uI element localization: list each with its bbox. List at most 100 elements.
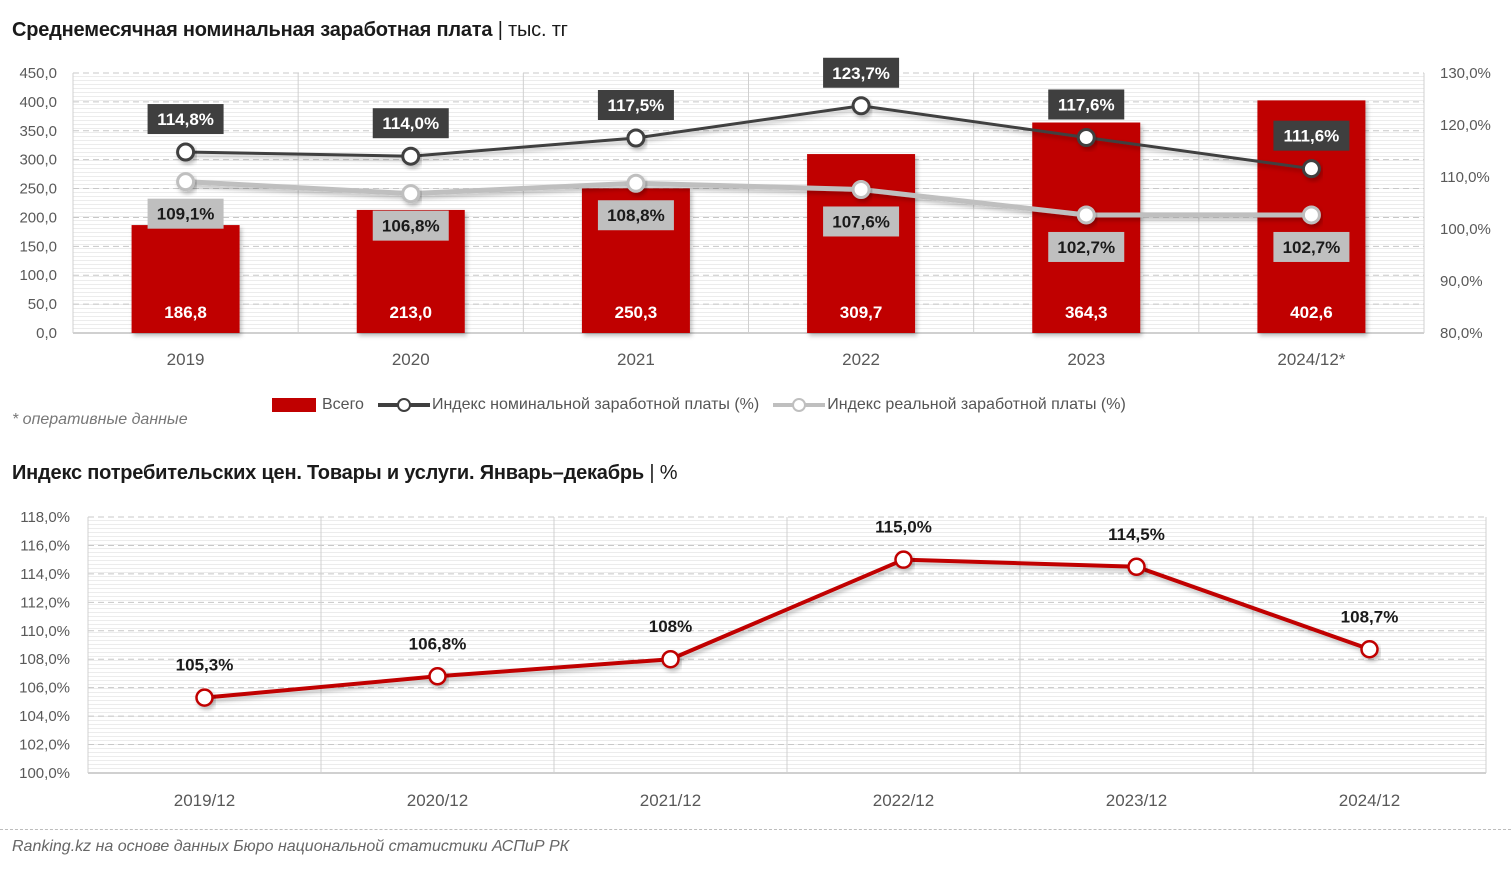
y-tick: 116,0% — [20, 537, 70, 554]
y-tick-left: 100,0 — [19, 267, 57, 284]
x-tick: 2019/12 — [174, 791, 235, 810]
real-wage-point — [401, 184, 421, 204]
y-tick-left: 350,0 — [19, 123, 57, 140]
nominal-label-box — [1048, 89, 1125, 120]
real-label: 108,8% — [607, 206, 665, 225]
x-tick: 2022/12 — [873, 791, 934, 810]
bar — [1032, 122, 1141, 333]
real-wage-point — [626, 173, 646, 193]
y-tick: 118,0% — [20, 509, 70, 526]
y-tick: 114,0% — [20, 566, 70, 583]
real-label: 107,6% — [832, 212, 890, 231]
chart2-title-text: Индекс потребительских цен. Товары и усл… — [12, 462, 644, 484]
legend-label-total: Всего — [322, 396, 364, 413]
real-label-box — [823, 206, 900, 237]
chart1-wages: 0,0 50,0 100,0 150,0 200,0 250,0 300,0 350,0 400… — [19, 57, 1491, 369]
x-tick: 2023 — [1067, 350, 1105, 369]
real-wage-point — [176, 172, 196, 192]
nominal-wage-point — [1301, 159, 1321, 179]
cpi-label: 106,8% — [409, 634, 467, 653]
y-tick-left: 300,0 — [19, 152, 57, 169]
real-label: 106,8% — [382, 217, 440, 236]
nominal-label-box — [1273, 120, 1350, 151]
cpi-point — [1360, 640, 1379, 659]
y-tick-left: 200,0 — [19, 209, 57, 226]
real-wage-point — [851, 179, 871, 199]
y-tick-left: 400,0 — [19, 94, 57, 111]
bar-label: 402,6 — [1290, 303, 1333, 322]
legend-item-real: Индекс реальной заработной платы (%) — [773, 396, 1126, 414]
real-wage-point — [1076, 205, 1096, 225]
cpi-point — [1127, 557, 1146, 577]
y-tick-left: 50,0 — [28, 296, 57, 313]
real-label-box — [147, 198, 224, 229]
nominal-wage-point — [851, 96, 871, 116]
cpi-point — [894, 550, 913, 569]
real-label-box — [1048, 231, 1125, 262]
nominal-wage-line — [185, 104, 1312, 171]
y-tick: 110,0% — [20, 623, 70, 640]
bar-label: 250,3 — [615, 303, 658, 322]
x-tick: 2022 — [842, 350, 880, 369]
nominal-wage-point — [401, 146, 421, 166]
y-tick-right: 80,0% — [1440, 325, 1483, 342]
y-tick-right: 110,0% — [1440, 169, 1490, 186]
y-tick-left: 0,0 — [36, 325, 57, 342]
nominal-label: 123,7% — [832, 64, 890, 83]
y-tick-right: 100,0% — [1440, 221, 1491, 238]
nominal-label-box — [597, 90, 674, 120]
legend-item-nominal: Индекс номинальной заработной платы (%) — [377, 396, 760, 414]
chart1-title: Среднемесячная номинальная заработная пл… — [12, 19, 568, 42]
y-tick-left: 150,0 — [19, 238, 57, 255]
cpi-label: 108,7% — [1341, 607, 1399, 626]
legend-item-total: Всего — [272, 396, 364, 414]
real-label-box — [597, 200, 674, 231]
y-tick: 104,0% — [19, 708, 70, 725]
bar-label: 309,7 — [840, 303, 883, 322]
chart1-title-unit: | тыс. тг — [497, 19, 568, 41]
nominal-wage-point — [176, 142, 196, 162]
chart1-legend: Всего Индекс номинальной заработной плат… — [272, 396, 1140, 414]
x-tick: 2023/12 — [1106, 791, 1167, 810]
nominal-label: 114,0% — [382, 114, 439, 133]
y-tick: 108,0% — [19, 651, 70, 668]
chart2-title-unit: | % — [649, 462, 678, 484]
nominal-label-box — [372, 108, 449, 139]
x-tick: 2020 — [392, 350, 430, 369]
nominal-wage-point — [626, 128, 646, 148]
nominal-label: 117,5% — [608, 96, 665, 115]
y-tick-left: 450,0 — [19, 65, 57, 82]
x-tick: 2024/12* — [1277, 350, 1345, 369]
x-tick: 2019 — [167, 350, 205, 369]
real-wage-point — [1301, 205, 1321, 225]
x-tick: 2024/12 — [1339, 791, 1400, 810]
chart2-title: Индекс потребительских цен. Товары и усл… — [12, 462, 677, 485]
bar-label: 213,0 — [389, 303, 432, 322]
bar-label: 186,8 — [164, 303, 207, 322]
cpi-point — [661, 649, 680, 669]
bar — [131, 225, 240, 333]
y-tick: 106,0% — [19, 680, 70, 697]
real-wage-line — [185, 179, 1312, 218]
real-label-box — [1273, 231, 1350, 262]
y-tick: 112,0% — [20, 594, 70, 611]
x-tick: 2020/12 — [407, 791, 468, 810]
nominal-label: 114,8% — [157, 110, 214, 129]
y-tick-right: 120,0% — [1440, 117, 1491, 134]
cpi-label: 108% — [649, 617, 692, 636]
nominal-label: 117,6% — [1058, 95, 1115, 114]
nominal-wage-point — [1076, 127, 1096, 147]
source-note: Ranking.kz на основе данных Бюро национа… — [12, 838, 570, 855]
legend-swatch-bar — [272, 398, 316, 412]
real-label: 109,1% — [157, 205, 215, 224]
bar-label: 364,3 — [1065, 303, 1108, 322]
cpi-point — [428, 667, 447, 686]
legend-label-nominal: Индекс номинальной заработной платы (%) — [431, 396, 760, 413]
y-tick: 100,0% — [19, 765, 70, 782]
cpi-label: 115,0% — [875, 518, 932, 537]
nominal-label: 111,6% — [1284, 127, 1340, 146]
legend-swatch-real — [773, 398, 826, 412]
cpi-label: 105,3% — [176, 656, 234, 675]
chart1-title-text: Среднемесячная номинальная заработная пл… — [12, 19, 493, 41]
